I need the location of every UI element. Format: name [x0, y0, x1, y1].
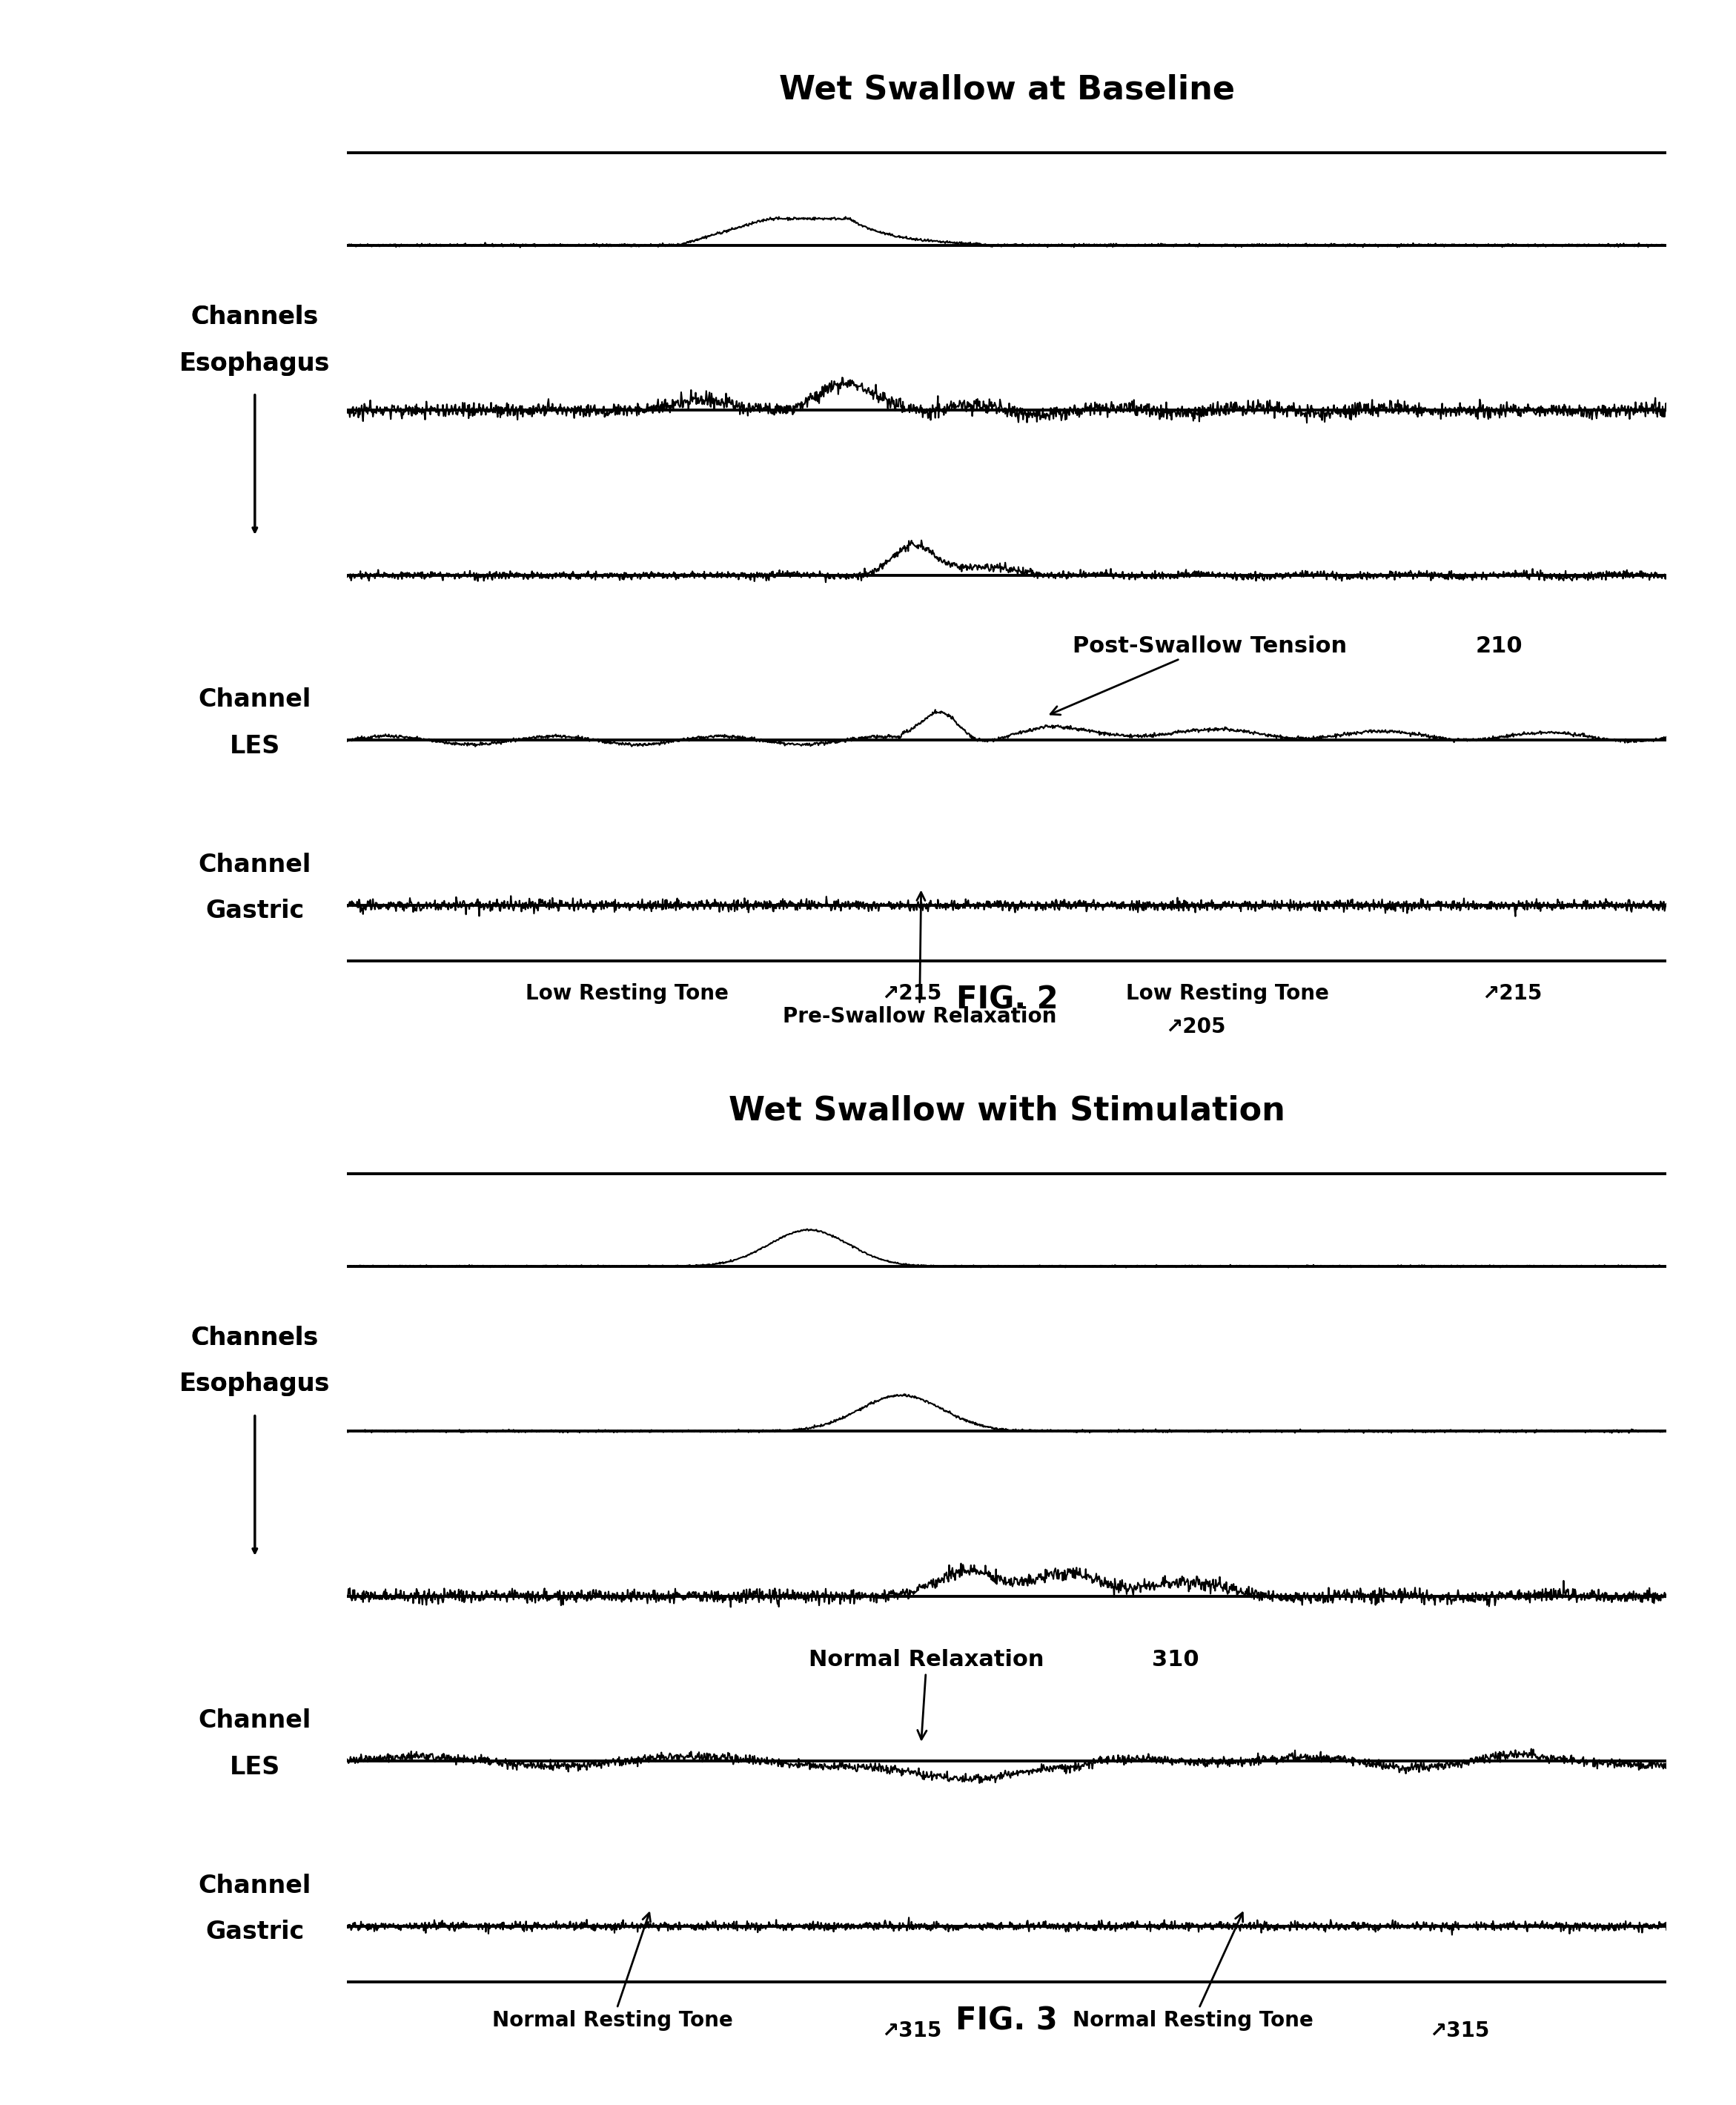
Text: Channels: Channels: [191, 305, 319, 328]
Text: LES: LES: [229, 1756, 279, 1779]
Text: 310: 310: [1153, 1648, 1200, 1671]
Text: Gastric: Gastric: [205, 899, 304, 924]
Text: ↗205: ↗205: [1165, 1017, 1226, 1038]
Text: Normal Resting Tone: Normal Resting Tone: [493, 1913, 733, 2031]
Text: Esophagus: Esophagus: [179, 1372, 330, 1396]
Text: FIG. 2: FIG. 2: [957, 985, 1057, 1015]
Text: Post-Swallow Tension: Post-Swallow Tension: [1050, 636, 1347, 716]
Text: Channel: Channel: [198, 688, 311, 711]
Text: Channel: Channel: [198, 1709, 311, 1732]
Text: Normal Relaxation: Normal Relaxation: [809, 1648, 1045, 1739]
Text: ↗215: ↗215: [1483, 983, 1542, 1004]
Text: Esophagus: Esophagus: [179, 352, 330, 375]
Text: ↗315: ↗315: [882, 2021, 943, 2042]
Text: FIG. 3: FIG. 3: [957, 2006, 1057, 2036]
Text: ↗215: ↗215: [882, 983, 943, 1004]
Text: Wet Swallow with Stimulation: Wet Swallow with Stimulation: [729, 1095, 1285, 1126]
Text: Normal Resting Tone: Normal Resting Tone: [1073, 1913, 1314, 2031]
Text: Channel: Channel: [198, 853, 311, 878]
Text: LES: LES: [229, 735, 279, 758]
Text: Pre-Swallow Relaxation: Pre-Swallow Relaxation: [783, 893, 1057, 1027]
Text: Channels: Channels: [191, 305, 319, 328]
Text: Low Resting Tone: Low Resting Tone: [526, 983, 729, 1004]
Text: Esophagus: Esophagus: [179, 1372, 330, 1396]
Text: Channels: Channels: [191, 1326, 319, 1349]
Text: Low Resting Tone: Low Resting Tone: [1125, 983, 1328, 1004]
Text: 210: 210: [1476, 636, 1522, 657]
Text: Channel: Channel: [198, 1873, 311, 1899]
Text: Esophagus: Esophagus: [179, 352, 330, 375]
Text: ↗315: ↗315: [1429, 2021, 1489, 2042]
Text: Wet Swallow at Baseline: Wet Swallow at Baseline: [779, 74, 1234, 105]
Text: Channels: Channels: [191, 1326, 319, 1349]
Text: Gastric: Gastric: [205, 1920, 304, 1945]
